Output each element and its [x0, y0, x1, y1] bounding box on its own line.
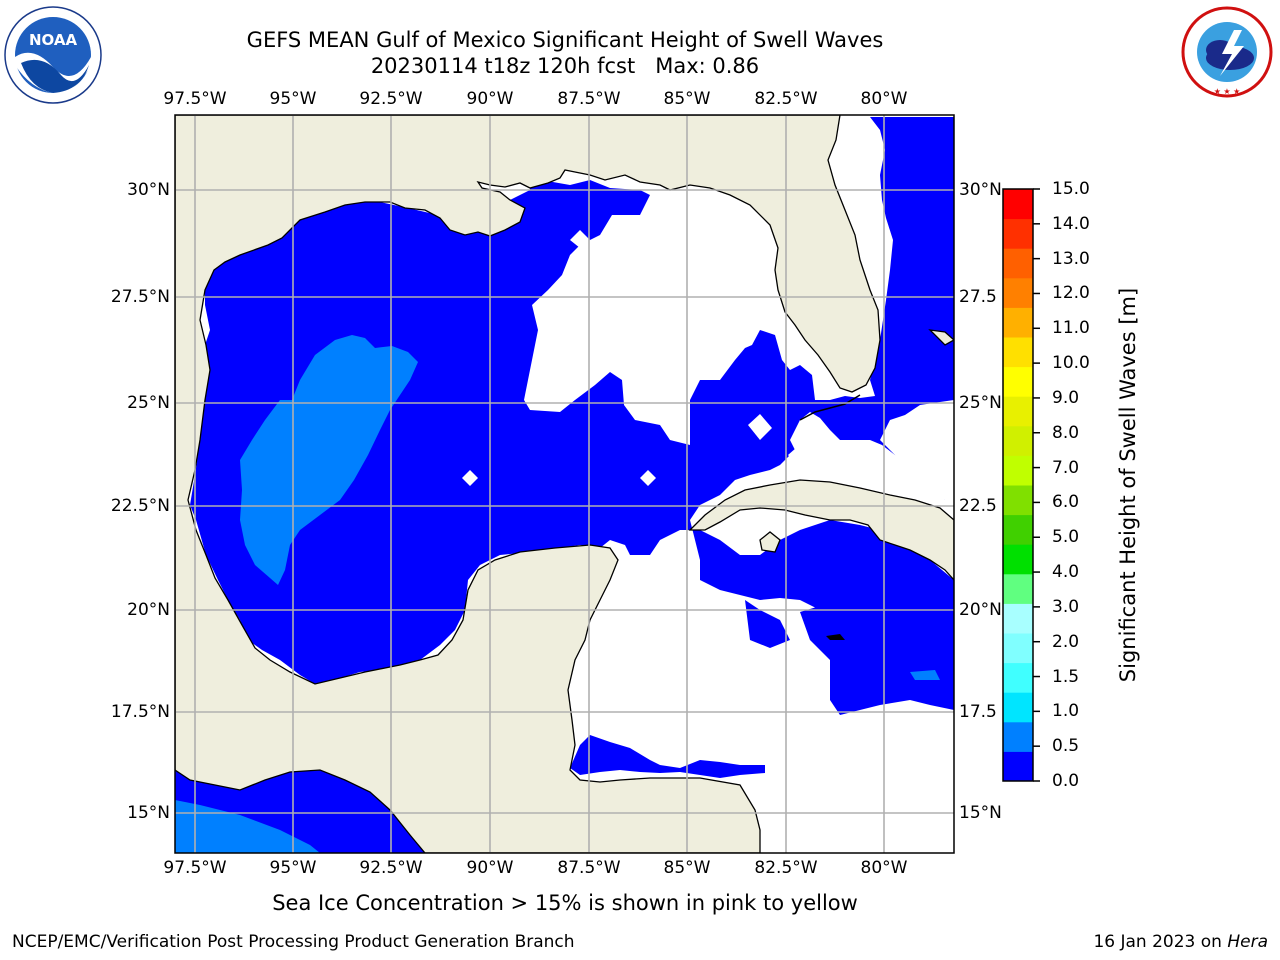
colorbar-cell	[1003, 485, 1033, 516]
lon-label-top: 95°W	[269, 89, 317, 109]
lon-label-top: 92.5°W	[359, 89, 423, 109]
lat-label-left: 27.5°N	[110, 287, 170, 307]
colorbar-cell	[1003, 218, 1033, 249]
lat-label-left: 20°N	[127, 600, 170, 620]
colorbar-cell	[1003, 662, 1033, 693]
lon-label-top: 85°W	[663, 89, 711, 109]
colorbar-cell	[1003, 721, 1033, 752]
gridlines	[175, 115, 954, 853]
svg-text:★ ★ ★: ★ ★ ★	[1214, 87, 1241, 96]
colorbar-cell	[1003, 603, 1033, 634]
lat-label-right: 27.5	[959, 287, 997, 307]
lat-label-left: 22.5°N	[110, 496, 170, 516]
footer-date-text: 16 Jan 2023 on	[1093, 932, 1228, 952]
colorbar-tick-label: 6.0	[1052, 492, 1080, 513]
lat-label-left: 30°N	[127, 180, 170, 200]
noaa-logo-text: NOAA	[29, 31, 78, 49]
noaa-logo: NOAA	[4, 6, 102, 104]
colorbar-tick-label: 10.0	[1052, 353, 1090, 374]
lat-label-left: 15°N	[127, 803, 170, 823]
colorbar-tick-label: 14.0	[1052, 213, 1090, 234]
lat-label-right: 15°N	[959, 803, 1002, 823]
lon-label-bottom: 92.5°W	[359, 858, 423, 878]
colorbar-tick-label: 8.0	[1052, 422, 1080, 443]
swell-region-caribbean	[745, 600, 790, 648]
colorbar-tick-label: 9.0	[1052, 387, 1080, 408]
lat-label-left: 25°N	[127, 393, 170, 413]
colorbar-cell	[1003, 455, 1033, 486]
colorbar-tick-label: 13.0	[1052, 248, 1090, 269]
lon-label-bottom: 85°W	[663, 858, 711, 878]
swell-region-05	[240, 335, 418, 585]
colorbar-cell	[1003, 277, 1033, 308]
lon-label-bottom: 80°W	[860, 858, 908, 878]
lon-label-top: 97.5°W	[163, 89, 227, 109]
footer-credit: NCEP/EMC/Verification Post Processing Pr…	[12, 932, 575, 952]
footer-host: Hera	[1227, 932, 1268, 952]
colorbar-cell	[1003, 544, 1033, 575]
colorbar-tick-label: 12.0	[1052, 283, 1090, 304]
colorbar-cell	[1003, 337, 1033, 368]
land-cuba	[688, 479, 954, 581]
colorbar	[1002, 188, 1040, 782]
footer-date: 16 Jan 2023 on Hera	[1093, 932, 1268, 952]
map-frame	[174, 114, 955, 854]
colorbar-cell	[1003, 425, 1033, 456]
colorbar-tick-label: 2.0	[1052, 631, 1080, 652]
colorbar-tick-label: 1.0	[1052, 701, 1080, 722]
lon-label-bottom: 97.5°W	[163, 858, 227, 878]
colorbar-tick-label: 15.0	[1052, 179, 1090, 199]
lon-label-bottom: 90°W	[466, 858, 514, 878]
colorbar-cell	[1003, 396, 1033, 427]
lon-label-bottom: 87.5°W	[557, 858, 621, 878]
colorbar-tick-label: 4.0	[1052, 562, 1080, 583]
lon-label-bottom: 82.5°W	[754, 858, 818, 878]
colorbar-tick-label: 5.0	[1052, 527, 1080, 548]
colorbar-cell	[1003, 692, 1033, 723]
colorbar-cell	[1003, 633, 1033, 664]
sea-ice-caption-text: Sea Ice Concentration > 15% is shown in …	[272, 891, 858, 915]
colorbar-tick-label: 0.0	[1052, 771, 1080, 791]
sea-ice-caption: Sea Ice Concentration > 15% is shown in …	[0, 891, 1280, 915]
lat-label-right: 22.5	[959, 496, 997, 516]
lon-label-top: 87.5°W	[557, 89, 621, 109]
lon-label-top: 82.5°W	[754, 89, 818, 109]
colorbar-tick-label: 1.5	[1052, 666, 1080, 687]
lon-label-bottom: 95°W	[269, 858, 317, 878]
colorbar-cell	[1003, 751, 1033, 782]
colorbar-tick-label: 7.0	[1052, 457, 1080, 478]
colorbar-label: Significant Height of Swell Waves [m]	[1116, 287, 1140, 683]
colorbar-cell	[1003, 514, 1033, 545]
colorbar-tick-label: 11.0	[1052, 318, 1090, 339]
lat-label-right: 30°N	[959, 180, 1002, 200]
lon-label-top: 90°W	[466, 89, 514, 109]
lat-label-right: 17.5	[959, 702, 997, 722]
colorbar-cell	[1003, 189, 1033, 220]
lat-label-right: 25°N	[959, 393, 1002, 413]
lon-label-top: 80°W	[860, 89, 908, 109]
colorbar-tick-label: 3.0	[1052, 596, 1080, 617]
colorbar-cell	[1003, 307, 1033, 338]
lat-label-left: 17.5°N	[110, 702, 170, 722]
colorbar-tick-label: 0.5	[1052, 736, 1080, 757]
colorbar-cell	[1003, 366, 1033, 397]
chart-title: GEFS MEAN Gulf of Mexico Significant Hei…	[246, 28, 884, 52]
chart-subtitle: 20230114 t18z 120h fcst Max: 0.86	[370, 54, 760, 78]
colorbar-cell	[1003, 248, 1033, 279]
lat-label-right: 20°N	[959, 600, 1002, 620]
nws-logo: ★ ★ ★	[1181, 6, 1273, 98]
swell-region-gulf	[190, 117, 954, 715]
colorbar-cell	[1003, 573, 1033, 604]
